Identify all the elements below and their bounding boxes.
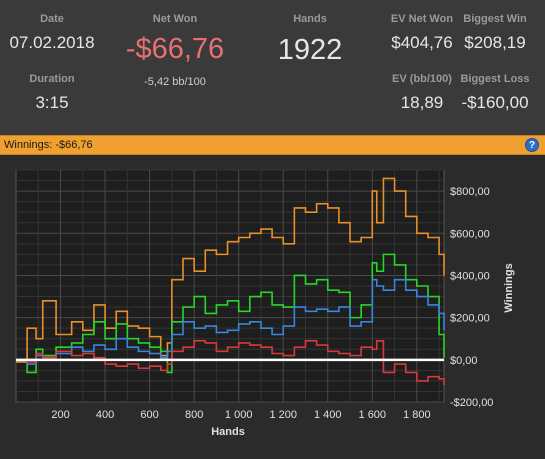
- ev-net-won-value: $404,76: [391, 33, 453, 52]
- y-tick-label: $200,00: [450, 313, 490, 325]
- biggest-loss-value: -$160,00: [461, 93, 529, 112]
- hands-label: Hands: [293, 13, 327, 25]
- x-tick-label: 1 200: [269, 409, 297, 421]
- date-value: 07.02.2018: [9, 33, 95, 52]
- biggest-loss-label: Biggest Loss: [460, 73, 530, 85]
- x-tick-labels: 200 400 600 800 1 000 1 200 1 400 1 600 1 800: [51, 409, 430, 421]
- x-tick-label: 600: [140, 409, 158, 421]
- winnings-chart: 200 400 600 800 1 000 1 200 1 400 1 600 1 800 $8…: [15, 169, 515, 438]
- ev-net-won-label: EV Net Won: [390, 13, 454, 25]
- y-tick-label: $800,00: [450, 186, 490, 198]
- ev-bb100-label: EV (bb/100): [392, 73, 452, 85]
- x-tick-label: 200: [51, 409, 69, 421]
- net-won-value: -$66,76: [125, 33, 225, 65]
- date-label: Date: [40, 13, 64, 25]
- question-icon[interactable]: ?: [525, 138, 539, 152]
- x-tick-label: 400: [96, 409, 114, 421]
- x-tick-label: 1 000: [225, 409, 253, 421]
- y-tick-label: $400,00: [450, 270, 490, 282]
- series-line-blue: [16, 278, 445, 365]
- winnings-bar-text: Winnings: -$66,76: [4, 139, 93, 151]
- biggest-win-value: $208,19: [464, 33, 526, 52]
- y-tick-label: $0,00: [450, 355, 478, 367]
- duration-value: 3:15: [35, 93, 69, 112]
- y-tick-labels: $800,00 $600,00 $400,00 $200,00 $0,00 -$200,0…: [450, 186, 493, 409]
- x-axis-label: Hands: [211, 426, 245, 438]
- grid: [16, 169, 444, 403]
- biggest-win-label: Biggest Win: [463, 13, 527, 25]
- ev-bb100-value: 18,89: [400, 93, 444, 112]
- net-won-bb100: -5,42 bb/100: [144, 76, 206, 88]
- series-line-orange: [16, 177, 445, 363]
- duration-label: Duration: [29, 73, 75, 85]
- y-axis-label: Winnings: [503, 263, 515, 312]
- x-tick-label: 1 400: [314, 409, 342, 421]
- x-tick-label: 1 600: [359, 409, 387, 421]
- y-tick-label: $600,00: [450, 228, 490, 240]
- chart-area: 200 400 600 800 1 000 1 200 1 400 1 600 1 800 $8…: [0, 155, 545, 454]
- winnings-bar: Winnings: -$66,76 ?: [0, 135, 545, 155]
- hands-value: 1922: [277, 34, 343, 66]
- x-tick-label: 1 800: [403, 409, 431, 421]
- series-line-green: [16, 253, 445, 374]
- stats-panel: Date 07.02.2018 Net Won -$66,76 -5,42 bb…: [0, 0, 545, 135]
- series-layer: [16, 177, 445, 386]
- y-tick-label: -$200,00: [450, 397, 493, 409]
- net-won-label: Net Won: [152, 13, 198, 25]
- x-tick-label: 800: [185, 409, 203, 421]
- series-line-red: [16, 340, 445, 386]
